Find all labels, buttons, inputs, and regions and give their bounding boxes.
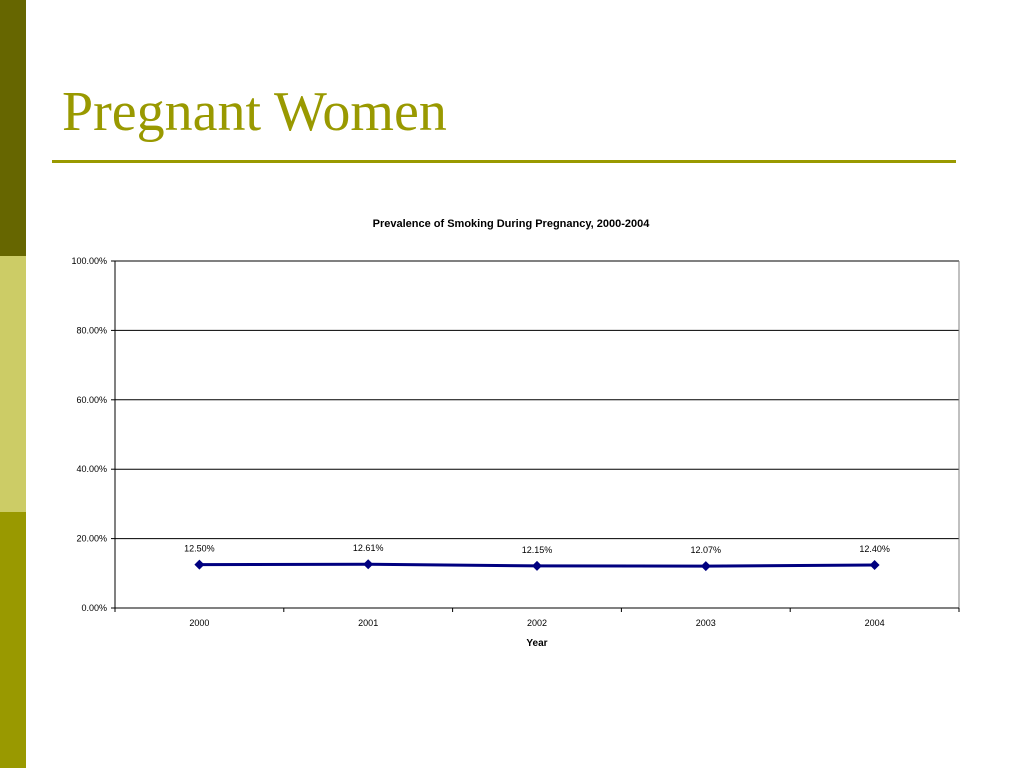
y-tick-label: 40.00%	[76, 464, 107, 474]
side-bar-top	[0, 0, 26, 256]
side-bar-middle	[0, 256, 26, 512]
x-tick-label: 2001	[358, 618, 378, 628]
data-point	[700, 561, 711, 572]
x-tick-label: 2000	[189, 618, 209, 628]
side-bar-bottom	[0, 512, 26, 768]
y-tick-label: 100.00%	[71, 256, 107, 266]
data-label: 12.61%	[353, 543, 384, 553]
title-rule	[52, 160, 956, 163]
slide-title: Pregnant Women	[62, 81, 447, 143]
data-point	[194, 559, 205, 570]
data-label: 12.07%	[691, 545, 722, 555]
chart-title: Prevalence of Smoking During Pregnancy, …	[373, 218, 651, 230]
x-axis-label: Year	[526, 638, 547, 649]
data-label: 12.50%	[184, 544, 215, 554]
x-tick-label: 2002	[527, 618, 547, 628]
data-point	[532, 560, 542, 571]
data-point	[869, 559, 880, 570]
y-tick-label: 0.00%	[81, 603, 107, 613]
data-label: 12.40%	[859, 544, 890, 554]
chart-plot-area: 0.00% 20.00% 40.00% 60.00% 80.00% 100.00% 2000…	[71, 256, 960, 628]
y-tick-label: 20.00%	[76, 534, 107, 544]
y-tick-label: 80.00%	[76, 325, 107, 335]
x-tick-label: 2004	[865, 618, 885, 628]
x-tick-label: 2003	[696, 618, 716, 628]
data-point	[363, 559, 374, 570]
y-tick-label: 60.00%	[76, 395, 107, 405]
data-label: 12.15%	[522, 545, 553, 555]
